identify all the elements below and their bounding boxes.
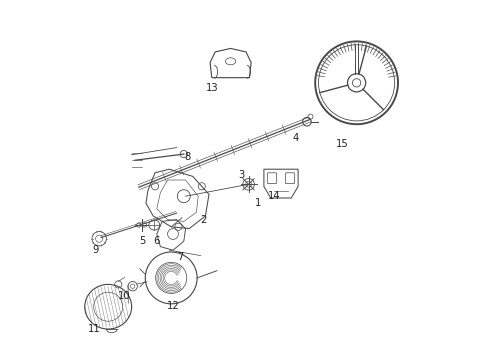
Circle shape [141,224,143,226]
Text: 13: 13 [206,83,219,93]
Text: 4: 4 [292,132,298,143]
Text: 6: 6 [153,236,160,246]
Text: 2: 2 [200,215,207,225]
Text: 14: 14 [268,191,280,201]
Text: 8: 8 [184,152,191,162]
Text: 1: 1 [254,198,261,208]
Text: 7: 7 [177,252,183,262]
Text: 3: 3 [238,170,245,180]
Text: 5: 5 [139,236,146,246]
Text: 9: 9 [93,245,99,255]
Text: 11: 11 [87,324,100,334]
Text: 12: 12 [167,301,179,311]
Text: 15: 15 [336,139,348,149]
Text: 10: 10 [118,291,131,301]
